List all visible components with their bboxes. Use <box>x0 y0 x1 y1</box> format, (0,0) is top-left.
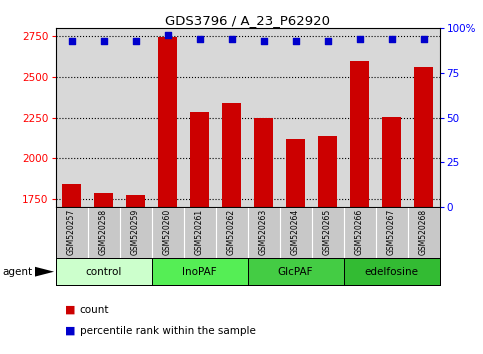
Point <box>196 36 203 42</box>
Bar <box>248 258 343 285</box>
Text: ■: ■ <box>65 326 76 336</box>
Text: GSM520265: GSM520265 <box>323 209 332 255</box>
Bar <box>318 136 337 354</box>
Point <box>227 36 235 42</box>
Bar <box>254 118 273 354</box>
Text: GSM520262: GSM520262 <box>227 209 236 255</box>
Point <box>99 38 107 44</box>
Polygon shape <box>35 267 54 277</box>
Point <box>132 38 140 44</box>
Text: GSM520268: GSM520268 <box>419 209 428 255</box>
Point <box>260 38 268 44</box>
Point <box>388 36 396 42</box>
Text: GSM520263: GSM520263 <box>259 209 268 255</box>
Point <box>292 38 299 44</box>
Point <box>355 36 363 42</box>
Text: GSM520266: GSM520266 <box>355 209 364 255</box>
Text: GlcPAF: GlcPAF <box>278 267 313 277</box>
Bar <box>222 103 241 354</box>
Text: GSM520259: GSM520259 <box>131 209 140 255</box>
Bar <box>190 112 209 354</box>
Point <box>164 33 171 38</box>
Bar <box>56 258 152 285</box>
Text: InoPAF: InoPAF <box>182 267 217 277</box>
Text: GSM520261: GSM520261 <box>195 209 204 255</box>
Text: GSM520258: GSM520258 <box>99 209 108 255</box>
Bar <box>126 195 145 354</box>
Text: GSM520260: GSM520260 <box>163 209 172 255</box>
Text: GSM520257: GSM520257 <box>67 209 76 255</box>
Text: edelfosine: edelfosine <box>365 267 419 277</box>
Text: count: count <box>80 305 109 315</box>
Text: control: control <box>85 267 122 277</box>
Text: percentile rank within the sample: percentile rank within the sample <box>80 326 256 336</box>
Bar <box>382 117 401 354</box>
Text: GSM520267: GSM520267 <box>387 209 396 255</box>
Text: ■: ■ <box>65 305 76 315</box>
Bar <box>158 37 177 354</box>
Bar <box>62 183 81 354</box>
Point <box>420 36 427 42</box>
Point <box>324 38 331 44</box>
Text: agent: agent <box>2 267 32 277</box>
Bar <box>350 61 369 354</box>
Point <box>68 38 75 44</box>
Title: GDS3796 / A_23_P62920: GDS3796 / A_23_P62920 <box>165 14 330 27</box>
Bar <box>94 193 113 354</box>
Text: GSM520264: GSM520264 <box>291 209 300 255</box>
Bar <box>343 258 440 285</box>
Bar <box>286 139 305 354</box>
Bar <box>152 258 248 285</box>
Bar <box>414 67 433 354</box>
